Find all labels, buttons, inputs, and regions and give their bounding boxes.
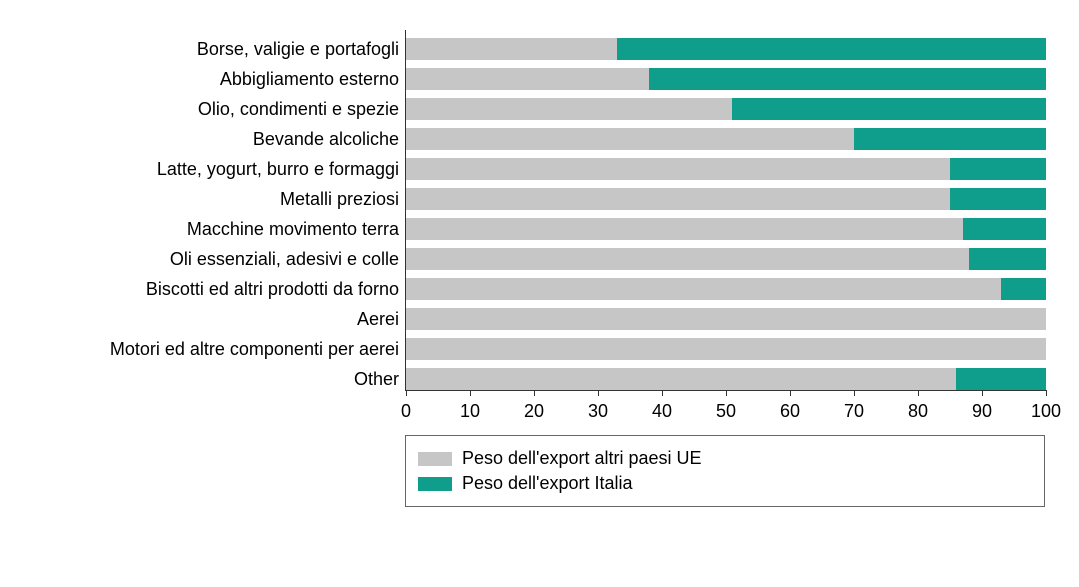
category-label: Biscotti ed altri prodotti da forno (29, 278, 399, 300)
category-label: Other (29, 368, 399, 390)
x-tick (406, 390, 407, 396)
bar-segment (969, 248, 1046, 270)
bar-row (406, 368, 1046, 390)
x-tick-label: 80 (908, 401, 928, 422)
bar-row (406, 308, 1046, 330)
x-tick-label: 60 (780, 401, 800, 422)
bar-segment (649, 68, 1046, 90)
bar-segment (732, 98, 1046, 120)
bar-segment (950, 188, 1046, 210)
legend-swatch (418, 477, 452, 491)
bar-row (406, 248, 1046, 270)
export-weight-chart: 0102030405060708090100 Peso dell'export … (20, 20, 1079, 567)
bar-segment (406, 338, 1046, 360)
category-label: Abbigliamento esterno (29, 68, 399, 90)
category-label: Metalli preziosi (29, 188, 399, 210)
x-tick (726, 390, 727, 396)
bar-segment (406, 278, 1001, 300)
x-tick-label: 30 (588, 401, 608, 422)
category-label: Aerei (29, 308, 399, 330)
x-tick-label: 40 (652, 401, 672, 422)
bar-segment (963, 218, 1046, 240)
bar-segment (406, 128, 854, 150)
x-tick (534, 390, 535, 396)
x-tick-label: 0 (401, 401, 411, 422)
bar-segment (406, 98, 732, 120)
x-tick (790, 390, 791, 396)
bar-segment (950, 158, 1046, 180)
category-label: Borse, valigie e portafogli (29, 38, 399, 60)
bar-segment (406, 38, 617, 60)
legend-swatch (418, 452, 452, 466)
x-tick (662, 390, 663, 396)
category-label: Motori ed altre componenti per aerei (29, 338, 399, 360)
legend-label: Peso dell'export altri paesi UE (462, 448, 702, 469)
x-tick-label: 10 (460, 401, 480, 422)
bar-segment (406, 158, 950, 180)
bar-segment (617, 38, 1046, 60)
legend-item: Peso dell'export Italia (418, 473, 1032, 494)
x-tick (854, 390, 855, 396)
x-tick (918, 390, 919, 396)
x-tick (982, 390, 983, 396)
bar-row (406, 218, 1046, 240)
plot-area: 0102030405060708090100 (405, 30, 1046, 391)
x-tick-label: 70 (844, 401, 864, 422)
category-label: Olio, condimenti e spezie (29, 98, 399, 120)
bar-row (406, 38, 1046, 60)
x-tick-label: 100 (1031, 401, 1061, 422)
bar-segment (406, 68, 649, 90)
bar-row (406, 158, 1046, 180)
bar-row (406, 188, 1046, 210)
x-tick (598, 390, 599, 396)
bar-row (406, 338, 1046, 360)
category-label: Macchine movimento terra (29, 218, 399, 240)
category-label: Bevande alcoliche (29, 128, 399, 150)
x-tick-label: 50 (716, 401, 736, 422)
bar-segment (956, 368, 1046, 390)
legend: Peso dell'export altri paesi UE Peso dell… (405, 435, 1045, 507)
bar-segment (406, 188, 950, 210)
legend-item: Peso dell'export altri paesi UE (418, 448, 1032, 469)
bar-segment (854, 128, 1046, 150)
bar-row (406, 68, 1046, 90)
x-tick-label: 20 (524, 401, 544, 422)
bar-segment (406, 218, 963, 240)
bar-segment (406, 248, 969, 270)
x-tick-label: 90 (972, 401, 992, 422)
bar-segment (406, 368, 956, 390)
bar-segment (406, 308, 1046, 330)
category-label: Oli essenziali, adesivi e colle (29, 248, 399, 270)
category-label: Latte, yogurt, burro e formaggi (29, 158, 399, 180)
bar-row (406, 278, 1046, 300)
bar-segment (1001, 278, 1046, 300)
x-tick (1046, 390, 1047, 396)
x-tick (470, 390, 471, 396)
bar-row (406, 128, 1046, 150)
legend-label: Peso dell'export Italia (462, 473, 633, 494)
bar-row (406, 98, 1046, 120)
